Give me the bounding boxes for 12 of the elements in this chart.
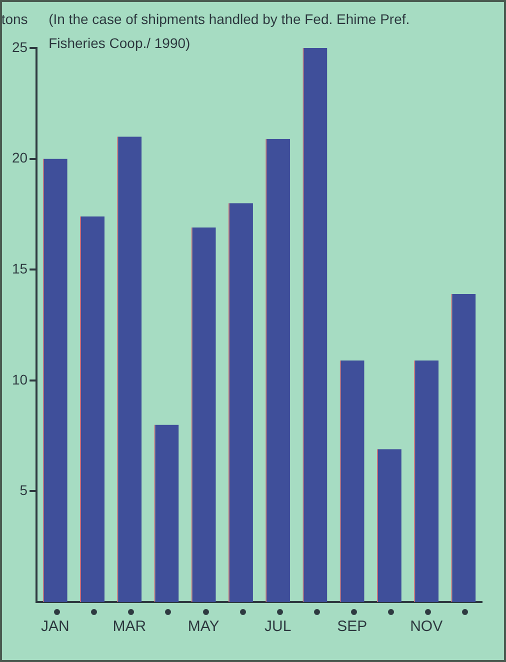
x-tick-label: JAN xyxy=(40,618,70,636)
y-tick-label: 15 xyxy=(12,260,28,276)
x-tick-label: JUL xyxy=(264,618,292,636)
y-tick-label: 20 xyxy=(12,150,28,166)
chart-subtitle: (In the case of shipments handled by the Fed. Ehime Pref. Fisheries Coop./ 1990) xyxy=(48,11,410,51)
x-tick-label: MAY xyxy=(188,618,220,636)
x-tick-label: NOV xyxy=(410,618,443,636)
y-tick-label: 5 xyxy=(20,482,28,498)
x-tick-label: MAR xyxy=(112,618,146,636)
x-tick-label: SEP xyxy=(337,618,368,636)
y-tick-label: 10 xyxy=(12,371,28,388)
y-tick-label: 25 xyxy=(12,38,28,55)
